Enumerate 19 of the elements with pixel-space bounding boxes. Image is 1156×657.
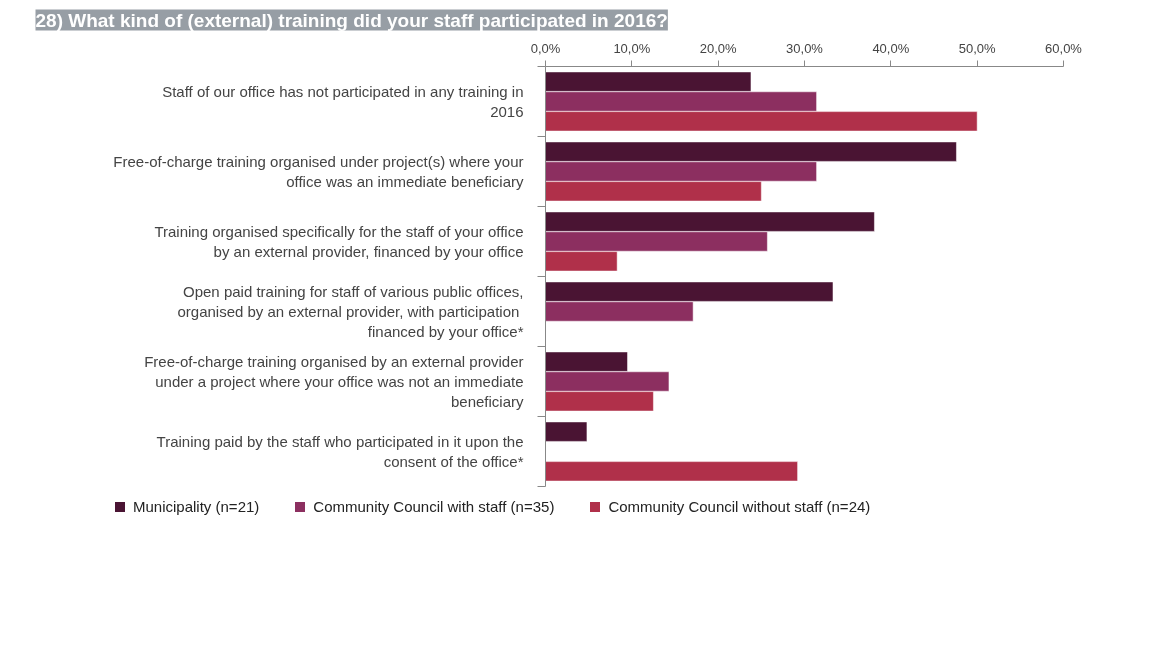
x-tick-label: 10,0% <box>613 40 651 56</box>
y-tick-label: Free-of-charge training organised under project(s) where your office was an immediate beneficiary <box>113 152 524 191</box>
x-tick-label: 20,0% <box>699 40 738 56</box>
text: 28) What kind of (external) training did your staff participated in 2016? <box>35 9 668 31</box>
legend-label: Community Council with staff (n=35) <box>313 497 555 518</box>
y-tick-label: Open paid training for staff of various public offices, organised by an external provider, with participation financed by your office* <box>177 282 524 341</box>
bar <box>545 461 798 482</box>
y-tick-label: Free-of-charge training organised by an external provider under a project where your office was not an immediate beneficiary <box>144 352 524 411</box>
x-tick-label: 60,0% <box>1045 40 1083 56</box>
y-tick-label: Staff of our office has not participated in any training in 2016 <box>162 82 524 121</box>
legend-label: Community Council without staff (n=24) <box>608 497 871 518</box>
x-tick-label: 30,0% <box>786 40 824 56</box>
x-tick-label: 40,0% <box>872 40 910 56</box>
bar <box>545 421 588 442</box>
y-tick-label: Training organised specifically for the staff of your office by an external provider, financed by your office <box>154 222 524 261</box>
y-tick-label: Training paid by the staff who participated in it upon the consent of the office* <box>156 432 524 471</box>
legend-label: Municipality (n=21) <box>133 497 260 518</box>
x-tick-label: 50,0% <box>958 40 997 56</box>
x-tick-label: 0,0% <box>530 40 561 56</box>
